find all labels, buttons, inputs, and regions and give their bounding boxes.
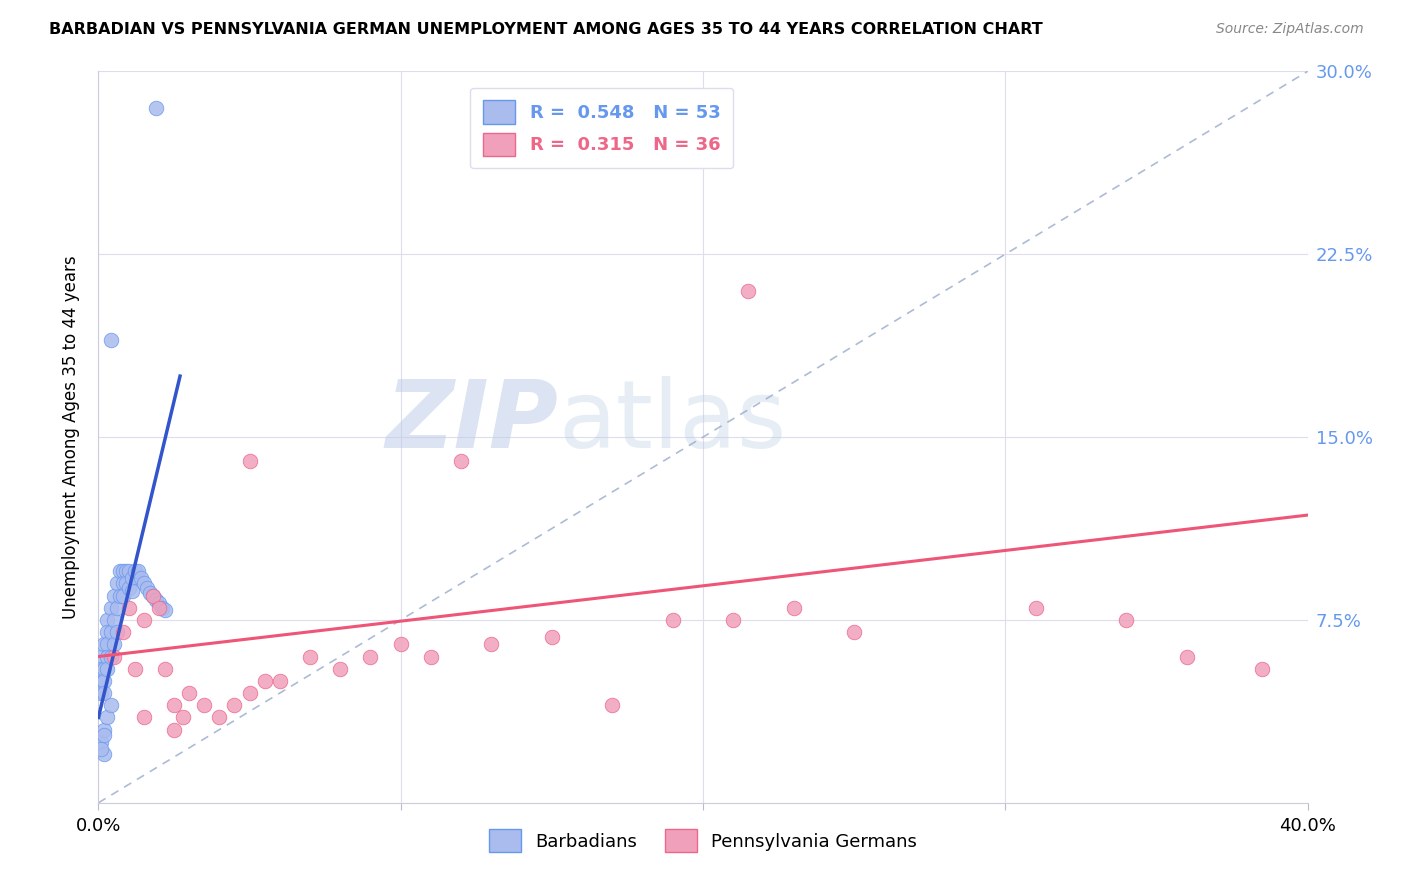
Point: [142, 589, 165, 603]
Text: ZIP: ZIP: [385, 376, 558, 468]
Point: [124, 662, 146, 676]
Point: [93, 662, 115, 676]
Point: [105, 576, 128, 591]
Point: [239, 686, 262, 700]
Point: [118, 564, 141, 578]
Point: [224, 698, 246, 713]
Point: [132, 576, 155, 591]
Point: [145, 101, 167, 115]
Point: [145, 593, 167, 607]
Point: [121, 572, 143, 586]
Point: [253, 673, 276, 688]
Point: [114, 564, 136, 578]
Point: [124, 564, 146, 578]
Point: [420, 649, 443, 664]
Point: [93, 686, 115, 700]
Point: [179, 686, 201, 700]
Point: [540, 630, 562, 644]
Point: [96, 613, 118, 627]
Point: [111, 589, 134, 603]
Point: [93, 673, 115, 688]
Point: [269, 673, 291, 688]
Point: [90, 662, 112, 676]
Point: [148, 596, 170, 610]
Point: [90, 742, 112, 756]
Point: [105, 625, 128, 640]
Point: [111, 625, 134, 640]
Point: [844, 625, 866, 640]
Text: BARBADIAN VS PENNSYLVANIA GERMAN UNEMPLOYMENT AMONG AGES 35 TO 44 YEARS CORRELAT: BARBADIAN VS PENNSYLVANIA GERMAN UNEMPLO…: [49, 22, 1043, 37]
Text: atlas: atlas: [558, 376, 786, 468]
Point: [127, 564, 149, 578]
Point: [121, 583, 143, 598]
Point: [153, 662, 176, 676]
Point: [96, 637, 118, 651]
Point: [1175, 649, 1198, 664]
Point: [90, 735, 112, 749]
Point: [132, 710, 155, 724]
Point: [329, 662, 352, 676]
Point: [118, 600, 141, 615]
Point: [108, 564, 131, 578]
Point: [93, 637, 115, 651]
Point: [163, 723, 186, 737]
Point: [96, 662, 118, 676]
Point: [93, 723, 115, 737]
Point: [105, 600, 128, 615]
Point: [100, 649, 122, 664]
Legend: Barbadians, Pennsylvania Germans: Barbadians, Pennsylvania Germans: [481, 822, 925, 860]
Point: [450, 454, 472, 468]
Point: [111, 576, 134, 591]
Point: [103, 649, 125, 664]
Point: [239, 454, 262, 468]
Point: [150, 600, 173, 615]
Point: [96, 625, 118, 640]
Point: [90, 686, 112, 700]
Point: [172, 710, 194, 724]
Point: [1115, 613, 1137, 627]
Text: Source: ZipAtlas.com: Source: ZipAtlas.com: [1216, 22, 1364, 37]
Point: [389, 637, 412, 651]
Point: [163, 698, 186, 713]
Point: [299, 649, 322, 664]
Point: [148, 600, 170, 615]
Point: [111, 564, 134, 578]
Point: [100, 625, 122, 640]
Point: [602, 698, 624, 713]
Point: [737, 284, 759, 298]
Point: [783, 600, 806, 615]
Point: [661, 613, 683, 627]
Point: [481, 637, 503, 651]
Point: [90, 673, 112, 688]
Point: [93, 747, 115, 761]
Point: [132, 613, 155, 627]
Point: [139, 586, 162, 600]
Point: [118, 581, 141, 595]
Point: [103, 589, 125, 603]
Point: [129, 572, 152, 586]
Point: [360, 649, 382, 664]
Point: [153, 603, 176, 617]
Point: [142, 589, 165, 603]
Point: [108, 589, 131, 603]
Y-axis label: Unemployment Among Ages 35 to 44 years: Unemployment Among Ages 35 to 44 years: [62, 255, 80, 619]
Point: [90, 649, 112, 664]
Point: [96, 649, 118, 664]
Point: [135, 581, 157, 595]
Point: [103, 637, 125, 651]
Point: [1024, 600, 1046, 615]
Point: [93, 727, 115, 741]
Point: [96, 710, 118, 724]
Point: [100, 600, 122, 615]
Point: [723, 613, 745, 627]
Point: [1251, 662, 1274, 676]
Point: [100, 333, 122, 347]
Point: [193, 698, 215, 713]
Point: [208, 710, 231, 724]
Point: [103, 613, 125, 627]
Point: [114, 576, 136, 591]
Point: [100, 698, 122, 713]
